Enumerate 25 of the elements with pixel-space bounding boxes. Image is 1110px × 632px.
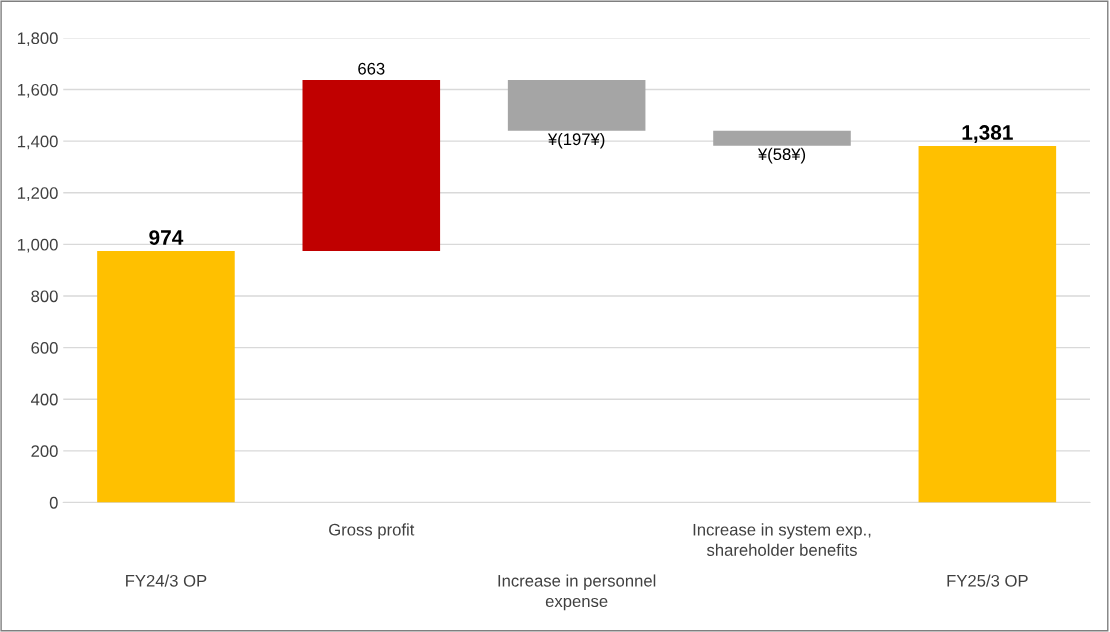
bar bbox=[713, 130, 851, 146]
x-tick-label: FY25/3 OP bbox=[947, 574, 1028, 587]
bar bbox=[97, 251, 235, 503]
x-tick-label: Increase in personnel expense bbox=[498, 574, 656, 611]
y-tick-label: 200 bbox=[31, 445, 58, 458]
y-tick-label: 1,200 bbox=[17, 187, 58, 201]
x-tick-label: Gross profit bbox=[329, 523, 415, 539]
y-tick-label: 1,800 bbox=[17, 32, 58, 47]
y-tick-label: 1,400 bbox=[17, 135, 58, 150]
data-label: 1,381 bbox=[962, 125, 1013, 143]
data-label: ¥(58¥) bbox=[757, 147, 806, 164]
bar bbox=[507, 79, 646, 131]
y-tick-label: 800 bbox=[31, 290, 58, 303]
data-label: ¥(197¥) bbox=[547, 132, 605, 149]
x-tick-label: FY24/3 OP bbox=[126, 574, 207, 587]
y-tick-label: 0 bbox=[49, 496, 58, 509]
y-tick-label: 1,000 bbox=[17, 238, 58, 253]
bar bbox=[302, 79, 441, 252]
bar bbox=[918, 146, 1057, 503]
y-tick-label: 600 bbox=[31, 342, 58, 354]
x-tick-label: Increase in system exp., shareholder benefits bbox=[693, 523, 871, 556]
data-label: 663 bbox=[358, 62, 385, 75]
y-tick-label: 400 bbox=[30, 393, 58, 406]
data-label: 974 bbox=[149, 230, 184, 245]
y-tick-label: 1,600 bbox=[17, 83, 58, 98]
